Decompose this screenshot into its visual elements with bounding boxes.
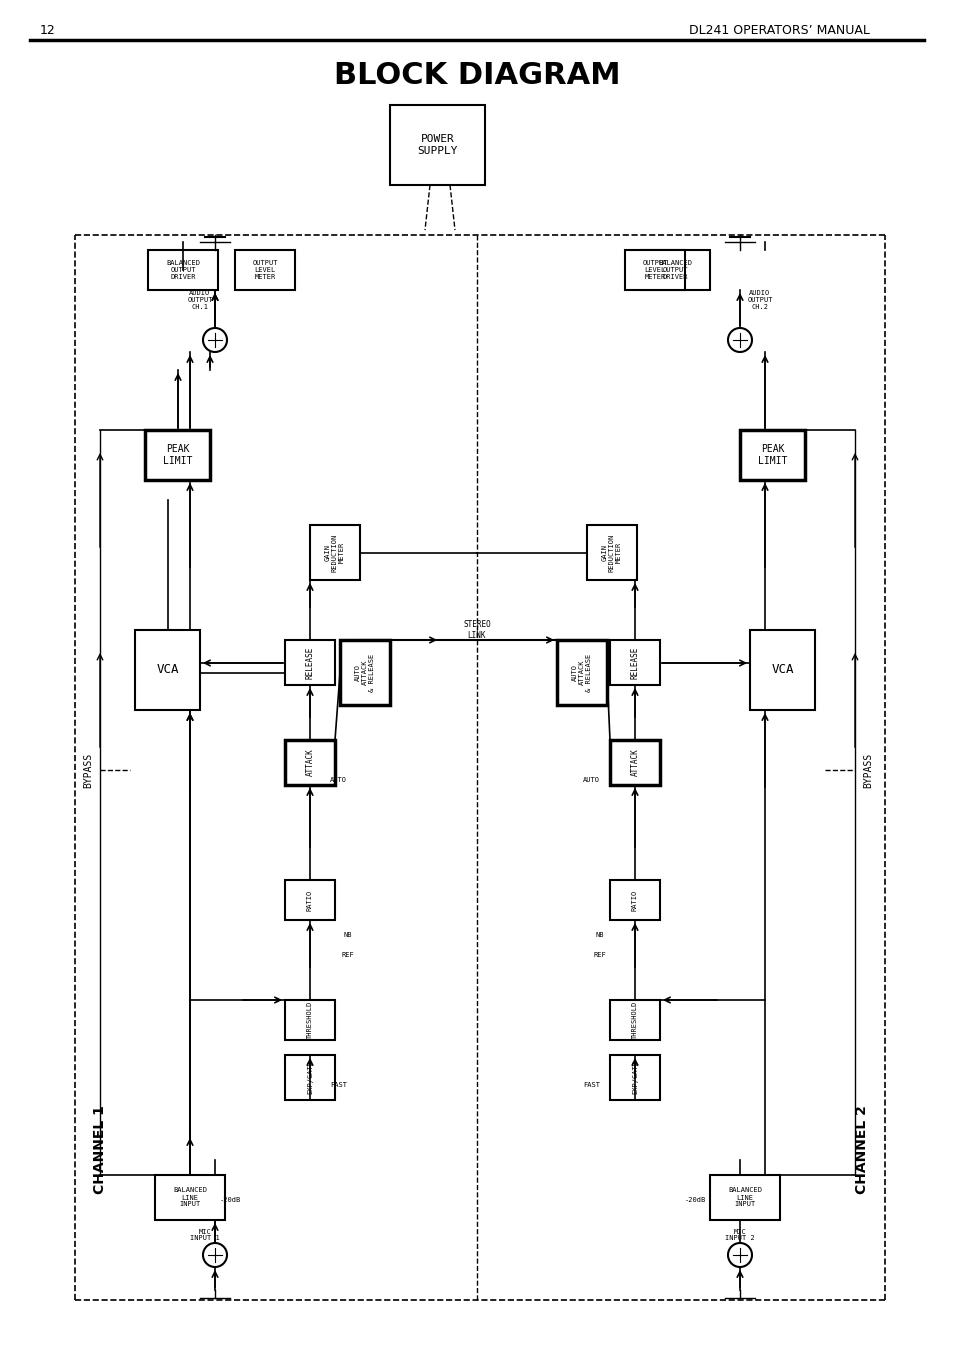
Bar bbox=[609, 880, 659, 919]
Bar bbox=[390, 105, 484, 185]
Text: PEAK
LIMIT: PEAK LIMIT bbox=[757, 444, 786, 466]
Bar bbox=[285, 1054, 335, 1100]
Text: CHANNEL 2: CHANNEL 2 bbox=[854, 1106, 868, 1195]
Text: EXP/GATE: EXP/GATE bbox=[307, 1061, 313, 1095]
Bar bbox=[285, 740, 335, 784]
Text: BLOCK DIAGRAM: BLOCK DIAGRAM bbox=[334, 61, 619, 89]
Text: MIC
INPUT 2: MIC INPUT 2 bbox=[724, 1228, 754, 1242]
Text: AUTO: AUTO bbox=[330, 778, 347, 783]
Text: VCA: VCA bbox=[770, 663, 793, 676]
Text: BYPASS: BYPASS bbox=[83, 752, 92, 787]
Text: OUTPUT
LEVEL
METER: OUTPUT LEVEL METER bbox=[252, 261, 277, 279]
Bar bbox=[145, 431, 210, 481]
Text: GAIN
REDUCTION
METER: GAIN REDUCTION METER bbox=[601, 533, 621, 571]
Text: EXP/GATE: EXP/GATE bbox=[631, 1061, 638, 1095]
Bar bbox=[285, 1000, 335, 1040]
Text: REF: REF bbox=[341, 952, 354, 958]
Text: AUTO: AUTO bbox=[582, 778, 599, 783]
Bar bbox=[586, 525, 637, 580]
Text: -20dB: -20dB bbox=[683, 1197, 705, 1203]
Text: GAIN
REDUCTION
METER: GAIN REDUCTION METER bbox=[325, 533, 345, 571]
Bar bbox=[557, 640, 606, 705]
Bar bbox=[709, 1174, 780, 1220]
Text: THRESHOLD: THRESHOLD bbox=[307, 1000, 313, 1040]
Text: RELEASE: RELEASE bbox=[305, 647, 314, 679]
Text: BALANCED
LINE
INPUT: BALANCED LINE INPUT bbox=[727, 1188, 761, 1207]
Bar bbox=[339, 640, 390, 705]
Bar bbox=[624, 250, 684, 290]
Text: AUDIO
OUTPUT
CH.1: AUDIO OUTPUT CH.1 bbox=[187, 290, 213, 310]
Text: STEREO
LINK: STEREO LINK bbox=[462, 620, 491, 640]
Text: DL241 OPERATORS’ MANUAL: DL241 OPERATORS’ MANUAL bbox=[688, 23, 869, 36]
Text: THRESHOLD: THRESHOLD bbox=[631, 1000, 638, 1040]
Text: AUTO
ATTACK
& RELEASE: AUTO ATTACK & RELEASE bbox=[355, 653, 375, 691]
Text: AUTO
ATTACK
& RELEASE: AUTO ATTACK & RELEASE bbox=[572, 653, 592, 691]
Text: REF: REF bbox=[593, 952, 606, 958]
Text: CHANNEL 1: CHANNEL 1 bbox=[92, 1106, 107, 1195]
Text: ATTACK: ATTACK bbox=[305, 749, 314, 776]
Bar bbox=[749, 630, 814, 710]
Bar bbox=[285, 880, 335, 919]
Text: RATIO: RATIO bbox=[631, 890, 638, 911]
Bar bbox=[135, 630, 200, 710]
Bar bbox=[148, 250, 218, 290]
Text: PEAK
LIMIT: PEAK LIMIT bbox=[163, 444, 192, 466]
Bar bbox=[234, 250, 294, 290]
Text: NB: NB bbox=[595, 931, 603, 938]
Text: ATTACK: ATTACK bbox=[630, 749, 639, 776]
Text: RATIO: RATIO bbox=[307, 890, 313, 911]
Bar bbox=[609, 640, 659, 684]
Text: BALANCED
LINE
INPUT: BALANCED LINE INPUT bbox=[172, 1188, 207, 1207]
Bar bbox=[609, 1000, 659, 1040]
Bar bbox=[639, 250, 709, 290]
Bar bbox=[740, 431, 804, 481]
Text: BALANCED
OUTPUT
DRIVER: BALANCED OUTPUT DRIVER bbox=[658, 261, 691, 279]
Text: -20dB: -20dB bbox=[219, 1197, 240, 1203]
Text: RELEASE: RELEASE bbox=[630, 647, 639, 679]
Text: AUDIO
OUTPUT
CH.2: AUDIO OUTPUT CH.2 bbox=[746, 290, 772, 310]
Text: OUTPUT
LEVEL
METER: OUTPUT LEVEL METER bbox=[641, 261, 667, 279]
Text: MIC
INPUT 1: MIC INPUT 1 bbox=[190, 1228, 219, 1242]
Bar bbox=[285, 640, 335, 684]
Bar bbox=[609, 740, 659, 784]
Bar bbox=[609, 1054, 659, 1100]
Bar bbox=[310, 525, 359, 580]
Text: BYPASS: BYPASS bbox=[862, 752, 872, 787]
Text: POWER
SUPPLY: POWER SUPPLY bbox=[416, 134, 457, 155]
Text: BALANCED
OUTPUT
DRIVER: BALANCED OUTPUT DRIVER bbox=[166, 261, 200, 279]
Text: VCA: VCA bbox=[156, 663, 178, 676]
Bar bbox=[154, 1174, 225, 1220]
Text: FAST: FAST bbox=[582, 1081, 599, 1088]
Text: FAST: FAST bbox=[330, 1081, 347, 1088]
Text: 12: 12 bbox=[40, 23, 55, 36]
Text: NB: NB bbox=[343, 931, 352, 938]
